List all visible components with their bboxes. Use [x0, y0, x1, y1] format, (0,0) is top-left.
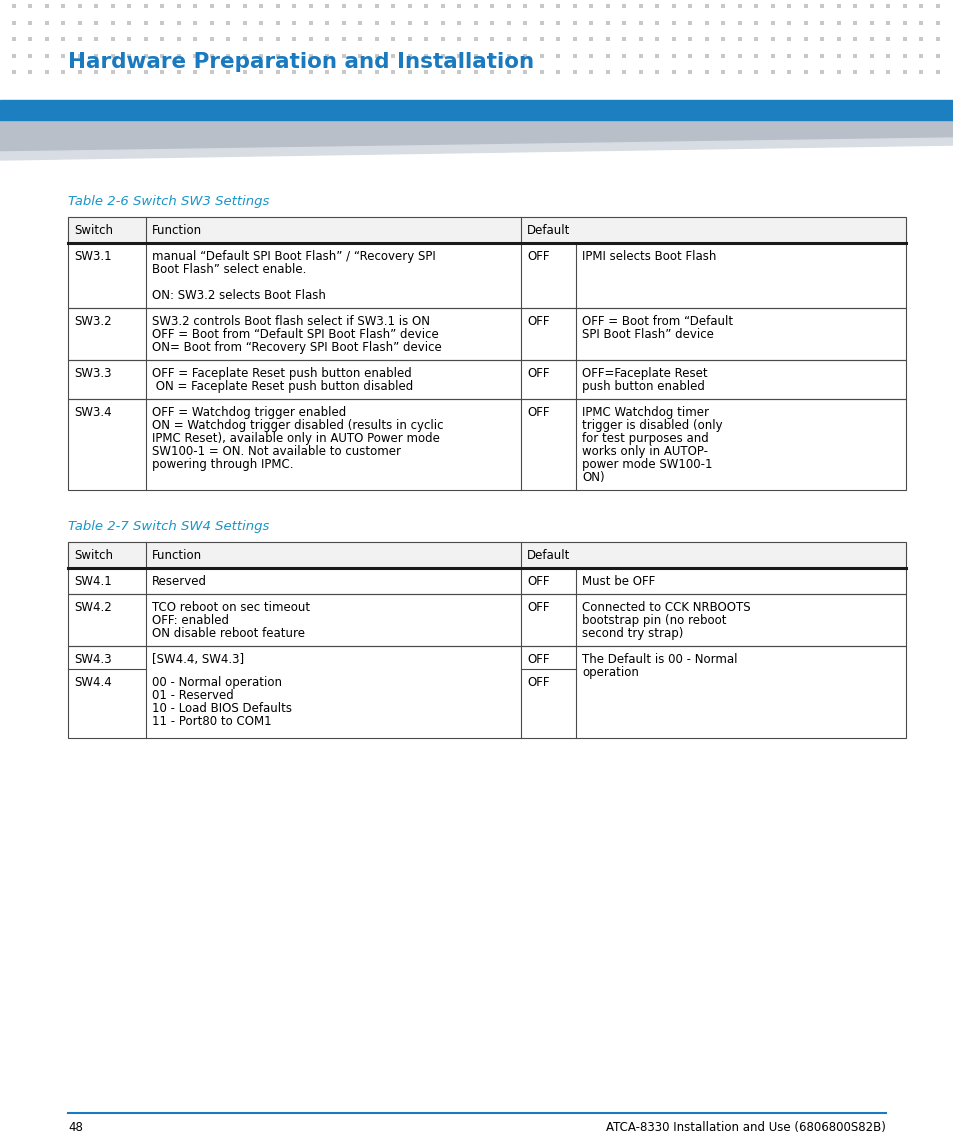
Text: SW3.1: SW3.1 — [74, 250, 112, 263]
Text: trigger is disabled (only: trigger is disabled (only — [581, 419, 721, 432]
Text: IPMC Watchdog timer: IPMC Watchdog timer — [581, 406, 708, 419]
Text: OFF = Faceplate Reset push button enabled: OFF = Faceplate Reset push button enable… — [152, 368, 412, 380]
Text: Default: Default — [526, 548, 570, 562]
Bar — [68, 243, 905, 308]
Text: Must be OFF: Must be OFF — [581, 575, 655, 589]
Bar — [0, 100, 953, 120]
Text: 11 - Port80 to COM1: 11 - Port80 to COM1 — [152, 714, 272, 728]
Bar — [68, 646, 905, 739]
Text: [SW4.4, SW4.3]: [SW4.4, SW4.3] — [152, 653, 244, 666]
Text: Function: Function — [152, 548, 202, 562]
Text: 00 - Normal operation: 00 - Normal operation — [152, 676, 282, 689]
Bar — [68, 360, 905, 398]
Text: OFF: OFF — [526, 406, 549, 419]
Text: Switch: Switch — [74, 548, 112, 562]
Text: OFF = Boot from “Default SPI Boot Flash” device: OFF = Boot from “Default SPI Boot Flash”… — [152, 327, 438, 341]
Text: SPI Boot Flash” device: SPI Boot Flash” device — [581, 327, 713, 341]
Text: bootstrap pin (no reboot: bootstrap pin (no reboot — [581, 614, 726, 627]
Text: OFF: OFF — [526, 315, 549, 327]
Text: Reserved: Reserved — [152, 575, 207, 589]
Text: powering through IPMC.: powering through IPMC. — [152, 458, 294, 471]
Text: Table 2-6 Switch SW3 Settings: Table 2-6 Switch SW3 Settings — [68, 195, 269, 208]
Text: SW100-1 = ON. Not available to customer: SW100-1 = ON. Not available to customer — [152, 444, 400, 458]
Bar — [68, 308, 905, 360]
Text: ON = Watchdog trigger disabled (results in cyclic: ON = Watchdog trigger disabled (results … — [152, 419, 443, 432]
Text: SW4.3: SW4.3 — [74, 653, 112, 666]
Bar — [68, 568, 905, 594]
Text: OFF: OFF — [526, 250, 549, 263]
Text: The Default is 00 - Normal: The Default is 00 - Normal — [581, 653, 737, 666]
Text: SW4.4: SW4.4 — [74, 676, 112, 689]
Bar — [68, 218, 905, 243]
Text: Boot Flash” select enable.: Boot Flash” select enable. — [152, 263, 306, 276]
Text: OFF: OFF — [526, 676, 549, 689]
Bar — [68, 218, 905, 243]
Text: OFF=Faceplate Reset: OFF=Faceplate Reset — [581, 368, 707, 380]
Text: OFF = Watchdog trigger enabled: OFF = Watchdog trigger enabled — [152, 406, 346, 419]
Polygon shape — [0, 139, 953, 160]
Text: 48: 48 — [68, 1121, 83, 1134]
Bar — [68, 308, 905, 360]
Text: SW3.2 controls Boot flash select if SW3.1 is ON: SW3.2 controls Boot flash select if SW3.… — [152, 315, 430, 327]
Text: power mode SW100-1: power mode SW100-1 — [581, 458, 712, 471]
Text: ON): ON) — [581, 471, 604, 483]
Text: for test purposes and: for test purposes and — [581, 432, 708, 445]
Text: 10 - Load BIOS Defaults: 10 - Load BIOS Defaults — [152, 702, 292, 714]
Text: OFF: OFF — [526, 653, 549, 666]
Text: Switch: Switch — [74, 224, 112, 237]
Text: Function: Function — [152, 224, 202, 237]
Polygon shape — [0, 120, 953, 152]
Text: ATCA-8330 Installation and Use (6806800S82B): ATCA-8330 Installation and Use (6806800S… — [605, 1121, 885, 1134]
Text: manual “Default SPI Boot Flash” / “Recovery SPI: manual “Default SPI Boot Flash” / “Recov… — [152, 250, 436, 263]
Text: Connected to CCK NRBOOTS: Connected to CCK NRBOOTS — [581, 601, 750, 614]
Bar — [68, 594, 905, 646]
Text: ON= Boot from “Recovery SPI Boot Flash” device: ON= Boot from “Recovery SPI Boot Flash” … — [152, 341, 441, 354]
Text: Hardware Preparation and Installation: Hardware Preparation and Installation — [68, 52, 534, 72]
Text: OFF: OFF — [526, 368, 549, 380]
Text: TCO reboot on sec timeout: TCO reboot on sec timeout — [152, 601, 310, 614]
Text: SW4.2: SW4.2 — [74, 601, 112, 614]
Text: OFF: enabled: OFF: enabled — [152, 614, 229, 627]
Text: SW4.1: SW4.1 — [74, 575, 112, 589]
Text: IPMI selects Boot Flash: IPMI selects Boot Flash — [581, 250, 716, 263]
Text: 01 - Reserved: 01 - Reserved — [152, 689, 233, 702]
Bar — [68, 398, 905, 490]
Bar — [68, 542, 905, 568]
Text: ON = Faceplate Reset push button disabled: ON = Faceplate Reset push button disable… — [152, 380, 413, 393]
Text: IPMC Reset), available only in AUTO Power mode: IPMC Reset), available only in AUTO Powe… — [152, 432, 439, 445]
Text: works only in AUTOP-: works only in AUTOP- — [581, 444, 707, 458]
Text: operation: operation — [581, 666, 639, 679]
Bar — [68, 542, 905, 568]
Bar — [68, 568, 905, 594]
Text: OFF: OFF — [526, 575, 549, 589]
Bar — [68, 646, 905, 739]
Bar — [68, 398, 905, 490]
Text: OFF: OFF — [526, 601, 549, 614]
Text: SW3.4: SW3.4 — [74, 406, 112, 419]
Text: ON disable reboot feature: ON disable reboot feature — [152, 626, 305, 640]
Text: Default: Default — [526, 224, 570, 237]
Text: SW3.2: SW3.2 — [74, 315, 112, 327]
Text: second try strap): second try strap) — [581, 626, 682, 640]
Bar — [68, 360, 905, 398]
Text: push button enabled: push button enabled — [581, 380, 704, 393]
Text: SW3.3: SW3.3 — [74, 368, 112, 380]
Bar — [68, 243, 905, 308]
Text: ON: SW3.2 selects Boot Flash: ON: SW3.2 selects Boot Flash — [152, 289, 326, 302]
Bar — [68, 594, 905, 646]
Text: OFF = Boot from “Default: OFF = Boot from “Default — [581, 315, 732, 327]
Text: Table 2-7 Switch SW4 Settings: Table 2-7 Switch SW4 Settings — [68, 520, 269, 534]
